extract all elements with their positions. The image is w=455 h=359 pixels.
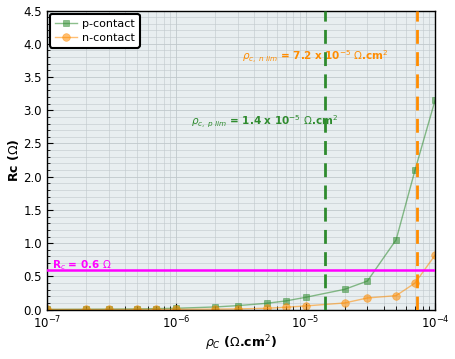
p-contact — [106, 307, 111, 311]
n-contact — [44, 307, 50, 312]
Line: n-contact: n-contact — [43, 251, 439, 313]
Line: p-contact: p-contact — [44, 97, 438, 313]
p-contact — [44, 307, 50, 312]
n-contact — [342, 301, 347, 305]
n-contact — [264, 306, 269, 311]
Text: $\rho_{c,\ n\ lim}$ = 7.2 x 10$^{-5}$ $\Omega$.cm$^2$: $\rho_{c,\ n\ lim}$ = 7.2 x 10$^{-5}$ $\… — [242, 48, 388, 65]
n-contact — [432, 253, 438, 257]
p-contact — [412, 168, 418, 172]
n-contact — [283, 305, 288, 309]
n-contact — [412, 281, 418, 285]
n-contact — [303, 304, 308, 308]
p-contact — [235, 303, 241, 308]
X-axis label: $\rho_C$ ($\Omega$.cm$^2$): $\rho_C$ ($\Omega$.cm$^2$) — [205, 334, 277, 354]
p-contact — [283, 299, 288, 303]
n-contact — [153, 307, 159, 312]
n-contact — [83, 307, 89, 312]
p-contact — [342, 287, 347, 292]
n-contact — [173, 307, 179, 312]
n-contact — [364, 296, 370, 300]
n-contact — [212, 307, 218, 311]
Text: R$_c$ = 0.6 $\Omega$: R$_c$ = 0.6 $\Omega$ — [52, 258, 112, 271]
p-contact — [364, 279, 370, 283]
p-contact — [173, 306, 179, 311]
p-contact — [83, 307, 89, 311]
p-contact — [212, 305, 218, 309]
p-contact — [135, 307, 140, 311]
n-contact — [135, 307, 140, 312]
p-contact — [153, 307, 159, 311]
n-contact — [235, 307, 241, 311]
Legend: p-contact, n-contact: p-contact, n-contact — [50, 14, 140, 48]
n-contact — [394, 294, 399, 298]
Y-axis label: Rc ($\Omega$): Rc ($\Omega$) — [5, 138, 20, 182]
p-contact — [264, 301, 269, 306]
p-contact — [394, 238, 399, 242]
n-contact — [106, 307, 111, 312]
p-contact — [303, 295, 308, 299]
Text: $\rho_{c,\ p\ lim}$ = 1.4 x 10$^{-5}$ $\Omega$.cm$^2$: $\rho_{c,\ p\ lim}$ = 1.4 x 10$^{-5}$ $\… — [191, 113, 338, 130]
p-contact — [432, 98, 438, 102]
